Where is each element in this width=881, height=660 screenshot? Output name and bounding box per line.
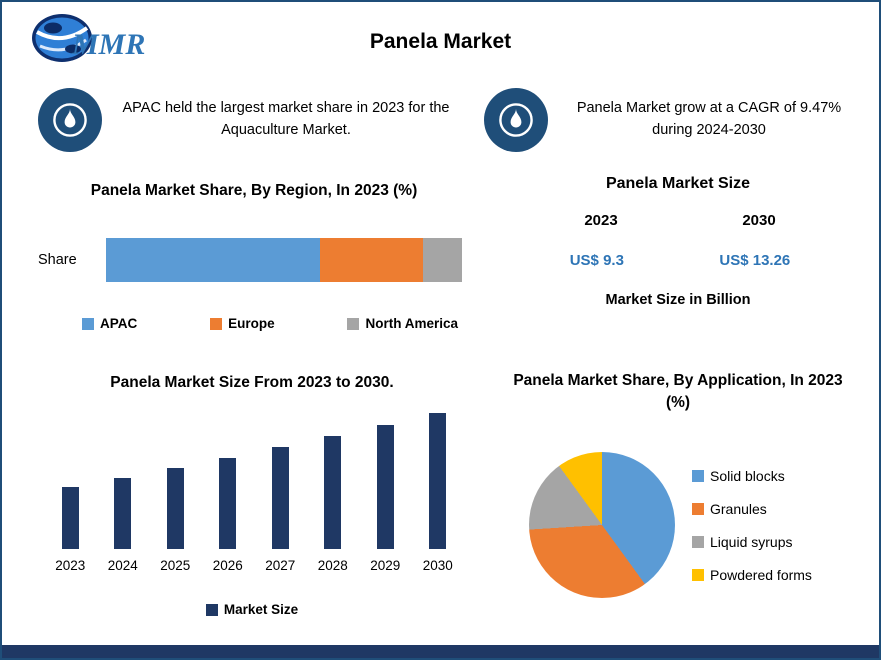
legend-swatch — [692, 536, 704, 548]
bar-year-label: 2024 — [107, 558, 138, 573]
size-bar-chart: 2023 2024 2025 2026 2027 2028 2029 2030 — [44, 398, 464, 574]
legend-label: Market Size — [223, 602, 299, 617]
legend-item-liquid-syrups: Liquid syrups — [692, 534, 812, 550]
year-2023-label: 2023 — [584, 212, 618, 229]
size-chart-title: Panela Market Size From 2023 to 2030. — [110, 374, 394, 391]
bar-2027 — [271, 447, 289, 549]
legend-item-granules: Granules — [692, 501, 812, 517]
market-size-panel-title: Panela Market Size — [605, 175, 751, 192]
bar-2028 — [324, 436, 342, 549]
legend-swatch — [692, 470, 704, 482]
legend-label: North America — [365, 316, 458, 331]
bar-2030 — [429, 413, 447, 549]
region-chart: Share — [38, 238, 462, 282]
logo-text: MMR — [71, 28, 145, 61]
region-segment-europe — [319, 238, 423, 282]
application-chart-title: Panela Market Share, By Application, In … — [513, 372, 843, 412]
market-size-years: 2023 2030 — [522, 212, 838, 229]
flame-badge — [38, 88, 102, 152]
legend-item-market-size: Market Size — [205, 602, 299, 617]
bar-year-label: 2029 — [370, 558, 401, 573]
bottom-accent-bar — [2, 645, 879, 658]
callout-right-text: Panela Market grow at a CAGR of 9.47% du… — [576, 100, 842, 138]
legend-swatch — [692, 503, 704, 515]
bar-2026 — [219, 458, 237, 549]
value-2030: US$ 13.26 — [719, 252, 791, 269]
legend-label: Solid blocks — [710, 468, 785, 484]
market-size-note: Market Size in Billion — [605, 292, 751, 308]
bar-2025 — [166, 468, 184, 549]
legend-item-powdered-forms: Powdered forms — [692, 567, 812, 583]
bar-2029 — [376, 425, 394, 549]
region-chart-title: Panela Market Share, By Region, In 2023 … — [90, 182, 418, 199]
legend-item-europe: Europe — [210, 316, 275, 331]
legend-swatch — [210, 317, 223, 330]
legend-swatch — [82, 317, 94, 330]
legend-swatch — [205, 603, 218, 616]
legend-item-solid-blocks: Solid blocks — [692, 468, 812, 484]
flame-icon — [53, 103, 87, 137]
callout-cagr: Panela Market grow at a CAGR of 9.47% du… — [484, 88, 856, 152]
bar-column-2024: 2024 — [108, 398, 138, 574]
year-2030-label: 2030 — [742, 212, 776, 229]
region-segment-north-america — [422, 238, 462, 282]
bar-year-label: 2023 — [55, 558, 86, 573]
legend-label: Powdered forms — [710, 567, 812, 583]
region-segment-apac — [106, 238, 320, 282]
bar-column-2028: 2028 — [318, 398, 348, 574]
size-chart-legend: Market Size — [30, 602, 474, 621]
bar-column-2029: 2029 — [370, 398, 400, 574]
application-legend: Solid blocks Granules Liquid syrups Powdere… — [692, 468, 812, 583]
callout-left-text: APAC held the largest market share in 20… — [122, 100, 450, 138]
bar-column-2030: 2030 — [423, 398, 453, 574]
legend-item-north-america: North America — [347, 316, 458, 331]
bar-column-2023: 2023 — [55, 398, 85, 574]
legend-item-apac: APAC — [82, 316, 137, 331]
value-2023: US$ 9.3 — [569, 252, 624, 269]
application-pie-chart — [529, 452, 675, 598]
bar-column-2027: 2027 — [265, 398, 295, 574]
flame-badge — [484, 88, 548, 152]
legend-swatch — [347, 317, 360, 330]
legend-label: Liquid syrups — [710, 534, 793, 550]
bar-year-label: 2026 — [212, 558, 243, 573]
callout-region-share: APAC held the largest market share in 20… — [38, 88, 462, 152]
legend-label: APAC — [100, 316, 138, 331]
region-legend: APAC Europe North America — [82, 316, 458, 331]
legend-label: Granules — [710, 501, 767, 517]
bar-2023 — [61, 487, 79, 549]
market-size-values: US$ 9.3 US$ 13.26 — [522, 252, 838, 269]
region-stacked-bar — [106, 238, 462, 282]
bar-year-label: 2027 — [265, 558, 296, 573]
region-category-label: Share — [38, 252, 77, 268]
mmr-logo: MMR — [32, 14, 145, 62]
bar-year-label: 2028 — [317, 558, 348, 573]
flame-icon — [499, 103, 533, 137]
bar-2024 — [114, 478, 132, 549]
bar-column-2026: 2026 — [213, 398, 243, 574]
bar-year-label: 2030 — [422, 558, 453, 573]
bar-year-label: 2025 — [160, 558, 191, 573]
legend-label: Europe — [228, 316, 275, 331]
legend-swatch — [692, 569, 704, 581]
bar-column-2025: 2025 — [160, 398, 190, 574]
page-title: Panela Market — [369, 30, 512, 53]
